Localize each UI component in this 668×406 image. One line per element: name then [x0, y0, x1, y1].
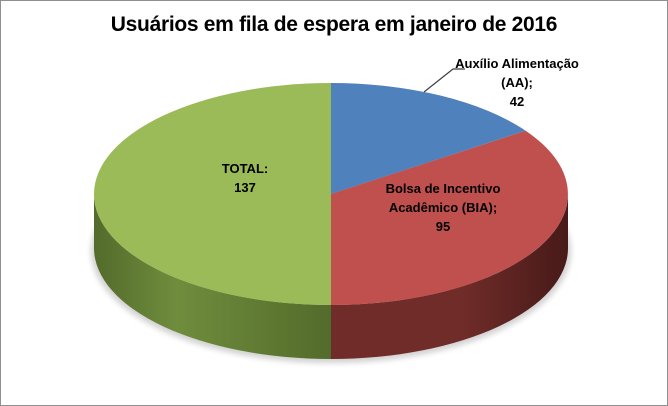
- label-line: TOTAL:: [221, 161, 269, 176]
- slice-label-bia: Bolsa de Incentivo Acadêmico (BIA); 95: [353, 179, 533, 236]
- chart-title: Usuários em fila de espera em janeiro de…: [110, 13, 558, 36]
- label-line: Acadêmico (BIA);: [388, 200, 498, 215]
- pie-slice-total: [94, 83, 331, 305]
- label-line: Bolsa de Incentivo: [385, 181, 501, 196]
- label-line: Auxílio Alimentação: [455, 56, 579, 71]
- label-line: 95: [435, 219, 451, 234]
- slice-label-aa: Auxílio Alimentação (AA); 42: [417, 54, 617, 111]
- label-line: (AA);: [501, 75, 533, 90]
- slice-label-total: TOTAL: 137: [175, 159, 315, 197]
- pie-slice-bia: [331, 130, 568, 305]
- pie-slice-bia-side: [331, 194, 568, 359]
- label-line: 137: [234, 180, 256, 195]
- pie-slice-aa: [331, 83, 526, 194]
- leader-line-aa: [423, 68, 465, 93]
- label-line: 42: [509, 94, 525, 109]
- pie-slice-total-side: [94, 194, 331, 359]
